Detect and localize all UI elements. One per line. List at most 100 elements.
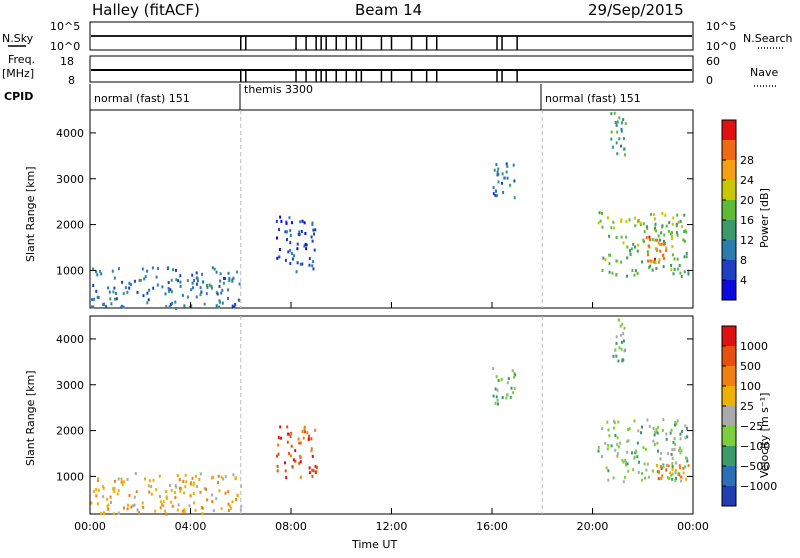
- echo-cell: [200, 290, 203, 294]
- echo-cell: [291, 465, 294, 469]
- echo-cell: [615, 259, 618, 263]
- nsearch-tick-bot: 10^0: [706, 40, 736, 53]
- echo-cell: [113, 490, 116, 494]
- echo-cell: [308, 471, 311, 475]
- echo-cell: [227, 288, 230, 292]
- echo-cell: [238, 298, 241, 302]
- echo-cell: [298, 461, 301, 465]
- echo-cell: [686, 426, 688, 430]
- echo-cell: [110, 500, 112, 504]
- echo-cell: [610, 226, 613, 230]
- echo-cell: [686, 459, 689, 463]
- echo-cell: [626, 245, 629, 249]
- echo-cell: [102, 486, 105, 490]
- echo-cell: [113, 487, 116, 491]
- echo-cell: [310, 235, 313, 239]
- echo-cell: [649, 264, 652, 268]
- echo-cell: [648, 235, 651, 239]
- echo-cell: [144, 275, 147, 279]
- echo-cell: [183, 510, 186, 514]
- colorbar-swatch-8: [722, 120, 736, 140]
- echo-cell: [646, 226, 649, 230]
- echo-cell: [671, 456, 674, 460]
- echo-cell: [92, 490, 95, 493]
- echo-cell: [668, 477, 671, 480]
- echo-cell: [118, 267, 120, 271]
- echo-cell: [660, 242, 663, 246]
- echo-cell: [205, 487, 207, 491]
- echo-cell: [102, 511, 105, 515]
- echo-cell: [173, 490, 176, 494]
- echo-cell: [512, 163, 515, 167]
- echo-cell: [232, 276, 235, 280]
- echo-cell: [663, 242, 666, 246]
- echo-cell: [179, 280, 182, 284]
- echo-cell: [655, 267, 658, 270]
- echo-cell: [126, 290, 129, 294]
- colorbar-tick-label-3: 25: [740, 400, 754, 413]
- echo-cell: [679, 432, 682, 436]
- echo-cell: [662, 464, 665, 468]
- echo-cell: [607, 428, 610, 432]
- echo-cell: [663, 256, 666, 260]
- echo-cell: [179, 285, 182, 288]
- echo-cell: [680, 449, 683, 453]
- echo-cell: [122, 292, 125, 296]
- echo-cell: [686, 457, 689, 461]
- echo-cell: [211, 476, 213, 480]
- echo-cell: [638, 460, 640, 464]
- echo-cell: [290, 431, 293, 435]
- echo-cell: [674, 423, 676, 427]
- echo-cell: [159, 500, 162, 504]
- echo-cell: [311, 239, 314, 243]
- echo-cell: [99, 270, 102, 274]
- echo-cell: [619, 441, 622, 445]
- echo-cell: [619, 324, 622, 328]
- echo-cell: [227, 271, 230, 275]
- echo-cell: [192, 481, 195, 485]
- y-tick-label-0: 1000: [56, 264, 84, 277]
- nsearch-label: N.Search: [743, 32, 793, 45]
- echo-cell: [682, 471, 685, 475]
- echo-cell: [620, 260, 623, 264]
- echo-cell: [620, 127, 623, 131]
- echo-cell: [496, 170, 499, 174]
- echo-cell: [188, 305, 191, 309]
- echo-cell: [95, 270, 98, 274]
- echo-cell: [680, 274, 683, 278]
- echo-cell: [116, 492, 119, 496]
- colorbar-tick-label-7: −1000: [740, 480, 777, 493]
- echo-cell: [642, 222, 645, 226]
- echo-cell: [285, 221, 288, 225]
- echo-cell: [151, 266, 154, 270]
- echo-cell: [643, 240, 646, 244]
- echo-cell: [92, 284, 95, 287]
- echo-cell: [134, 472, 137, 475]
- echo-cell: [138, 278, 141, 282]
- echo-cell: [177, 279, 179, 283]
- echo-cell: [236, 494, 239, 497]
- echo-cell: [192, 492, 195, 495]
- echo-cell: [238, 282, 241, 286]
- echo-cell: [117, 511, 120, 515]
- echo-cell: [292, 458, 295, 462]
- echo-cell: [657, 234, 660, 238]
- nsky-tick-top: 10^5: [50, 20, 80, 33]
- echo-cell: [301, 219, 304, 223]
- echo-cell: [308, 257, 311, 261]
- echo-cell: [673, 257, 676, 261]
- echo-cell: [121, 280, 124, 284]
- echo-cell: [614, 434, 617, 437]
- colorbar-frame: [721, 325, 737, 507]
- echo-cell: [199, 490, 202, 494]
- echo-cell: [661, 474, 664, 478]
- echo-cell: [313, 232, 315, 236]
- x-tick-label-4: 16:00: [476, 520, 508, 533]
- echo-cell: [626, 256, 629, 260]
- echo-cell: [647, 475, 650, 479]
- nsky-label: N.Sky: [2, 32, 34, 45]
- echo-cell: [158, 474, 161, 478]
- echo-cell: [206, 283, 209, 287]
- echo-cell: [167, 286, 170, 290]
- echo-cell: [674, 442, 677, 446]
